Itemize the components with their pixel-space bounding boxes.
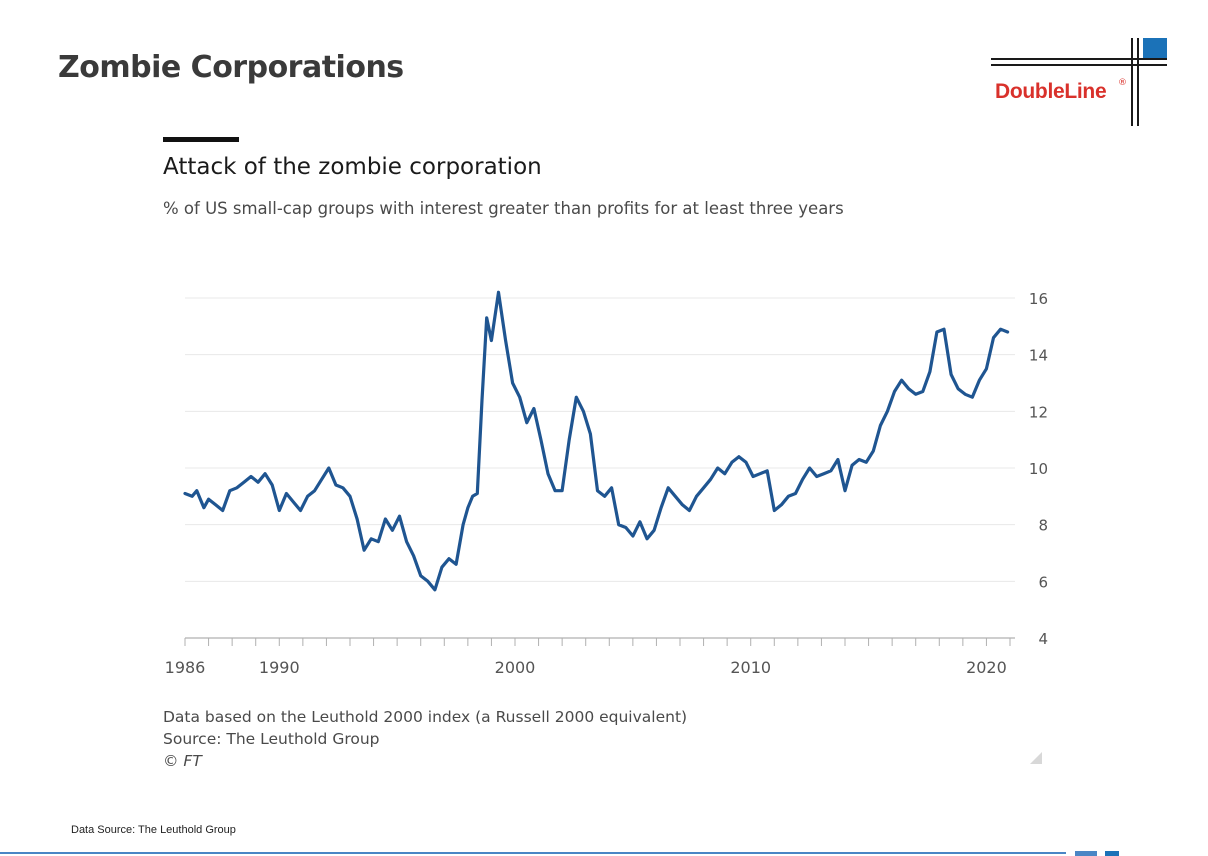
chart-accent-bar: [163, 137, 239, 142]
footer-accent: [1075, 851, 1097, 856]
chart-notes: Data based on the Leuthold 2000 index (a…: [163, 706, 687, 772]
y-tick-label: 16: [1029, 290, 1048, 308]
series-line: [183, 290, 1010, 592]
y-tick-label: 14: [1029, 347, 1048, 365]
note-index: Data based on the Leuthold 2000 index (a…: [163, 708, 688, 726]
slide-title: Zombie Corporations: [58, 50, 404, 85]
logo-line: [1137, 38, 1139, 126]
chart-subtitle: % of US small-cap groups with interest g…: [163, 199, 844, 218]
x-tick-label: 2010: [730, 658, 771, 677]
resize-handle-icon: [1030, 752, 1042, 764]
chart-title: Attack of the zombie corporation: [163, 154, 542, 180]
logo-registered-mark: ®: [1118, 78, 1127, 88]
note-copyright: © FT: [163, 752, 202, 770]
y-tick-label: 6: [1038, 573, 1048, 591]
y-tick-label: 12: [1029, 403, 1048, 421]
x-tick-label: 2000: [495, 658, 536, 677]
logo-line: [991, 58, 1167, 60]
doubleline-logo: DoubleLine ®: [985, 36, 1175, 128]
logo-line: [991, 64, 1167, 66]
x-tick-label: 2020: [966, 658, 1007, 677]
logo-square: [1143, 38, 1167, 58]
logo-line: [1131, 38, 1133, 126]
y-tick-label: 8: [1038, 517, 1048, 535]
footer-accent: [1105, 851, 1119, 856]
footer-rule: [0, 852, 1066, 854]
note-source: Source: The Leuthold Group: [163, 730, 380, 748]
x-tick-label: 1990: [259, 658, 300, 677]
y-tick-label: 10: [1029, 460, 1048, 478]
logo-wordmark: DoubleLine: [995, 80, 1107, 103]
y-tick-label: 4: [1038, 630, 1048, 648]
x-tick-label: 1986: [165, 658, 206, 677]
footer-data-source: Data Source: The Leuthold Group: [71, 824, 236, 836]
